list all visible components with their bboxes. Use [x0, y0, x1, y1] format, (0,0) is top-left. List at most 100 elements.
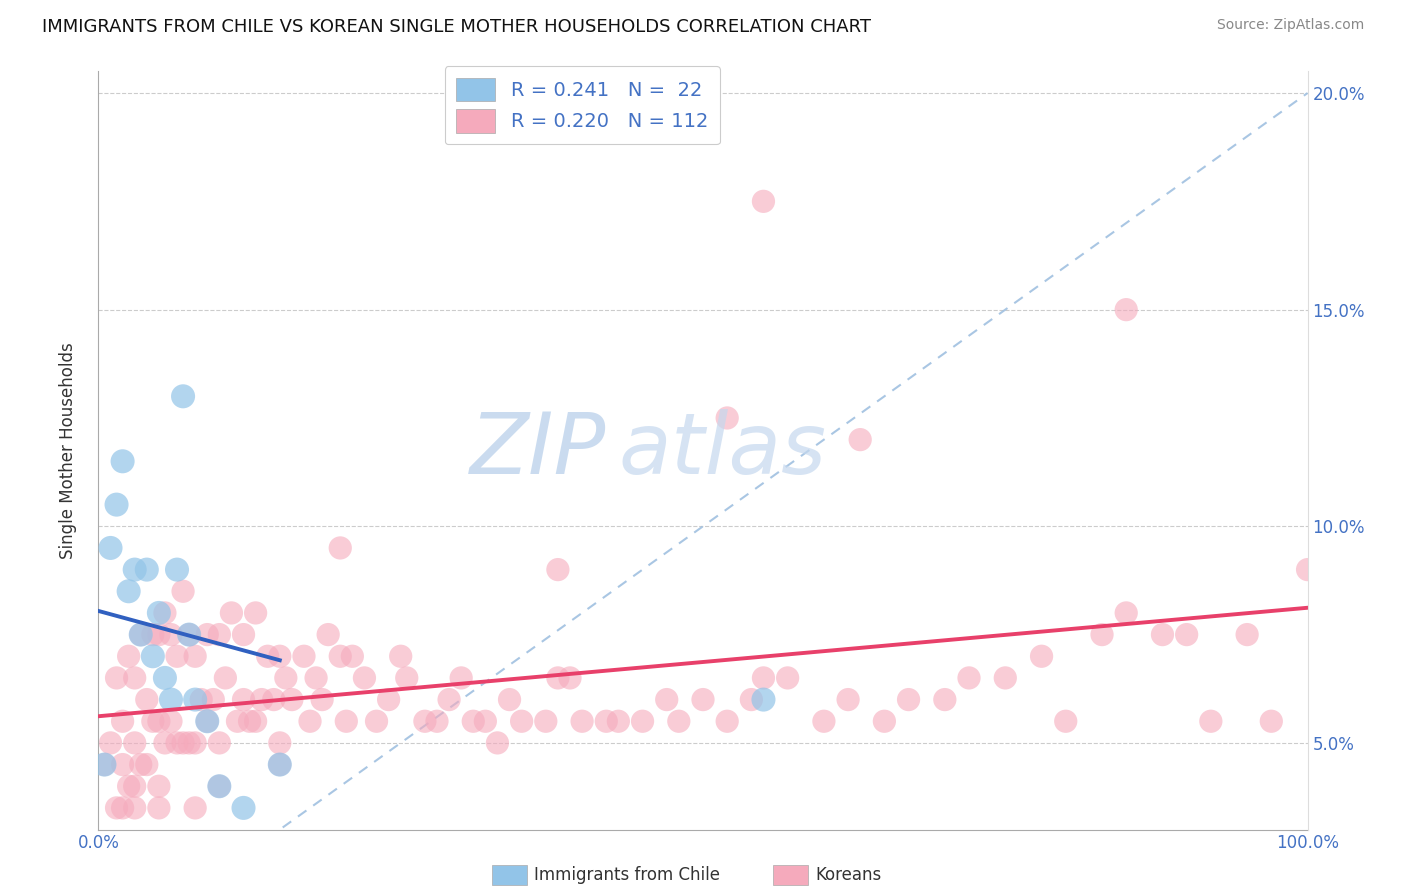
Point — [124, 779, 146, 793]
Point — [450, 671, 472, 685]
Point — [135, 757, 157, 772]
Point — [135, 563, 157, 577]
Point — [269, 736, 291, 750]
Point — [148, 801, 170, 815]
Point — [269, 649, 291, 664]
Text: Source: ZipAtlas.com: Source: ZipAtlas.com — [1216, 18, 1364, 32]
Point — [111, 714, 134, 729]
Point — [118, 779, 141, 793]
Point — [655, 692, 678, 706]
Point — [692, 692, 714, 706]
Point — [232, 692, 254, 706]
Point — [153, 736, 176, 750]
Point — [105, 498, 128, 512]
Point — [202, 692, 225, 706]
Text: Immigrants from Chile: Immigrants from Chile — [534, 866, 720, 884]
Point — [190, 692, 212, 706]
Point — [395, 671, 418, 685]
Point — [129, 627, 152, 641]
Point — [353, 671, 375, 685]
Point — [256, 649, 278, 664]
Point — [214, 671, 236, 685]
Point — [118, 649, 141, 664]
Point — [595, 714, 617, 729]
Point — [208, 627, 231, 641]
Point — [124, 736, 146, 750]
Point — [335, 714, 357, 729]
Point — [195, 714, 218, 729]
Point — [1175, 627, 1198, 641]
Point — [208, 779, 231, 793]
Point — [105, 801, 128, 815]
Point — [93, 757, 115, 772]
Text: Koreans: Koreans — [815, 866, 882, 884]
Point — [142, 627, 165, 641]
Point — [208, 736, 231, 750]
Point — [111, 757, 134, 772]
Point — [547, 671, 569, 685]
Point — [1199, 714, 1222, 729]
Point — [776, 671, 799, 685]
Point — [172, 736, 194, 750]
Point — [142, 649, 165, 664]
Point — [486, 736, 509, 750]
Point — [239, 714, 262, 729]
Point — [153, 671, 176, 685]
Point — [245, 714, 267, 729]
Point — [105, 671, 128, 685]
Point — [226, 714, 249, 729]
Point — [148, 606, 170, 620]
Point — [299, 714, 322, 729]
Point — [740, 692, 762, 706]
Point — [232, 801, 254, 815]
Point — [124, 563, 146, 577]
Point — [571, 714, 593, 729]
Point — [166, 736, 188, 750]
Point — [1296, 563, 1319, 577]
Point — [208, 779, 231, 793]
Point — [232, 627, 254, 641]
Point — [474, 714, 496, 729]
Point — [437, 692, 460, 706]
Point — [873, 714, 896, 729]
Point — [534, 714, 557, 729]
Point — [316, 627, 339, 641]
Y-axis label: Single Mother Households: Single Mother Households — [59, 343, 77, 558]
Point — [342, 649, 364, 664]
Point — [292, 649, 315, 664]
Point — [172, 584, 194, 599]
Point — [994, 866, 1017, 880]
Point — [813, 714, 835, 729]
Point — [250, 692, 273, 706]
Point — [607, 714, 630, 729]
Point — [366, 714, 388, 729]
Point — [269, 757, 291, 772]
Point — [245, 606, 267, 620]
Point — [124, 801, 146, 815]
Point — [195, 627, 218, 641]
Point — [1115, 302, 1137, 317]
Point — [837, 692, 859, 706]
Text: ZIP: ZIP — [470, 409, 606, 492]
Point — [263, 692, 285, 706]
Legend: R = 0.241   N =  22, R = 0.220   N = 112: R = 0.241 N = 22, R = 0.220 N = 112 — [444, 66, 720, 145]
Point — [172, 389, 194, 403]
Point — [1054, 714, 1077, 729]
Point — [377, 692, 399, 706]
Point — [111, 801, 134, 815]
Point — [124, 671, 146, 685]
Point — [1260, 714, 1282, 729]
Text: atlas: atlas — [619, 409, 827, 492]
Point — [166, 563, 188, 577]
Point — [269, 757, 291, 772]
Point — [1236, 627, 1258, 641]
Point — [274, 671, 297, 685]
Point — [129, 627, 152, 641]
Point — [100, 736, 122, 750]
Point — [752, 194, 775, 209]
Point — [1115, 606, 1137, 620]
Point — [498, 692, 520, 706]
Point — [558, 671, 581, 685]
Point — [752, 692, 775, 706]
Point — [716, 714, 738, 729]
